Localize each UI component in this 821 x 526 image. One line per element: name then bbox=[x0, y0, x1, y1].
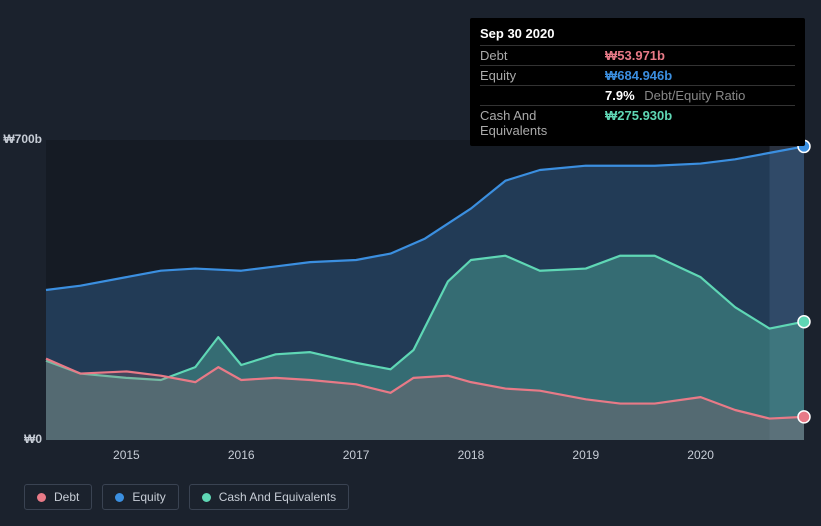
x-axis-label: 2020 bbox=[687, 448, 714, 462]
tooltip-row-value: ₩684.946b bbox=[605, 68, 672, 83]
legend-item-equity[interactable]: Equity bbox=[102, 484, 178, 510]
tooltip-row-label: Equity bbox=[480, 68, 605, 83]
tooltip-row-label: Cash And Equivalents bbox=[480, 108, 605, 138]
legend-label: Debt bbox=[54, 490, 79, 504]
legend-swatch bbox=[37, 493, 46, 502]
tooltip-row-label bbox=[480, 88, 605, 103]
tooltip-row-label: Debt bbox=[480, 48, 605, 63]
legend-label: Equity bbox=[132, 490, 165, 504]
tooltip-row: Debt₩53.971b bbox=[480, 45, 795, 65]
legend: Debt Equity Cash And Equivalents bbox=[24, 484, 349, 510]
tooltip-row-value: 7.9% Debt/Equity Ratio bbox=[605, 88, 745, 103]
y-axis-label: ₩0 bbox=[0, 432, 42, 446]
x-axis-label: 2018 bbox=[458, 448, 485, 462]
legend-label: Cash And Equivalents bbox=[219, 490, 336, 504]
tooltip-row: 7.9% Debt/Equity Ratio bbox=[480, 85, 795, 105]
data-tooltip: Sep 30 2020 Debt₩53.971bEquity₩684.946b7… bbox=[470, 18, 805, 146]
tooltip-date: Sep 30 2020 bbox=[480, 24, 795, 45]
legend-item-cash[interactable]: Cash And Equivalents bbox=[189, 484, 349, 510]
tooltip-row-value: ₩275.930b bbox=[605, 108, 672, 138]
x-axis-label: 2015 bbox=[113, 448, 140, 462]
legend-swatch bbox=[202, 493, 211, 502]
x-axis-label: 2016 bbox=[228, 448, 255, 462]
x-axis-label: 2019 bbox=[572, 448, 599, 462]
tooltip-row: Equity₩684.946b bbox=[480, 65, 795, 85]
tooltip-row-value: ₩53.971b bbox=[605, 48, 665, 63]
x-axis-label: 2017 bbox=[343, 448, 370, 462]
legend-item-debt[interactable]: Debt bbox=[24, 484, 92, 510]
legend-swatch bbox=[115, 493, 124, 502]
y-axis-label: ₩700b bbox=[0, 132, 42, 146]
tooltip-row-suffix: Debt/Equity Ratio bbox=[641, 88, 746, 103]
tooltip-row: Cash And Equivalents₩275.930b bbox=[480, 105, 795, 140]
